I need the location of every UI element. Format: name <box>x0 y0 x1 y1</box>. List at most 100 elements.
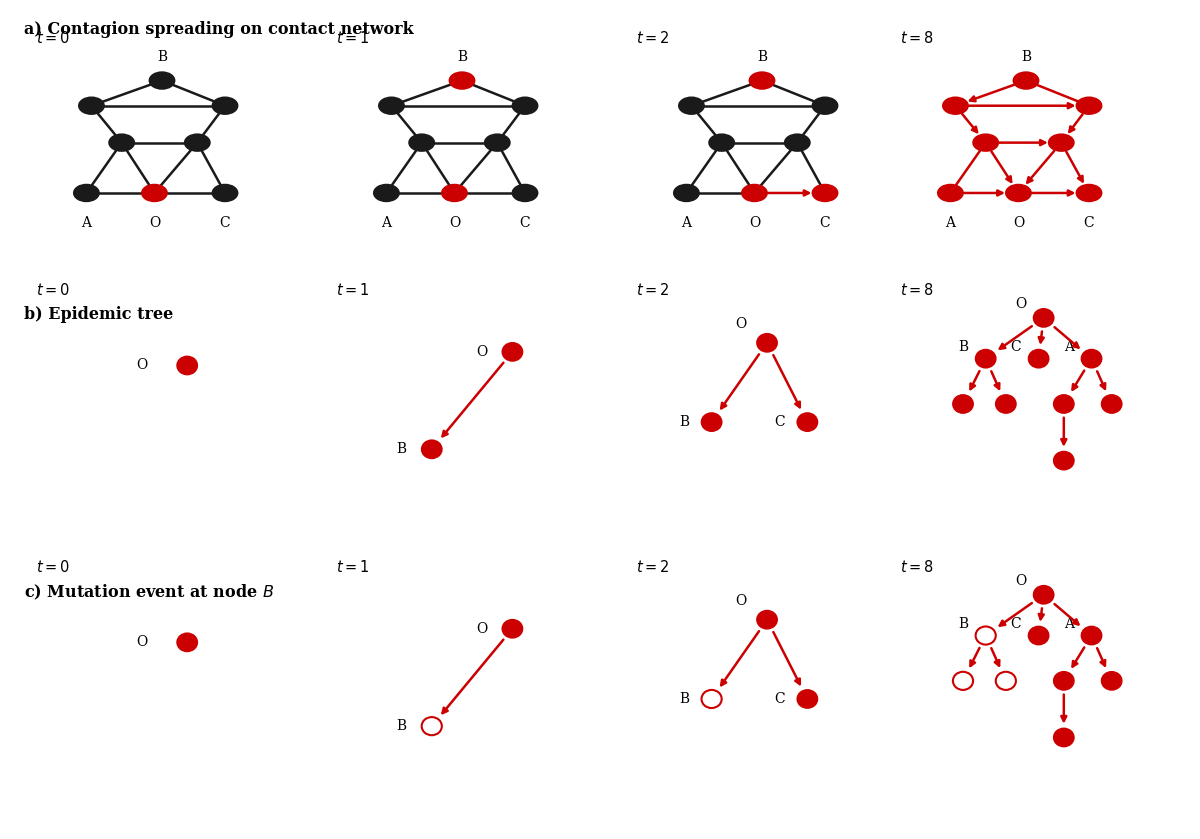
Text: A: A <box>1064 340 1074 354</box>
Text: $t = 8$: $t = 8$ <box>900 559 934 575</box>
Text: B: B <box>396 442 407 456</box>
Text: B: B <box>396 719 407 733</box>
Text: $t = 2$: $t = 2$ <box>636 30 670 46</box>
Text: O: O <box>736 594 746 608</box>
Circle shape <box>976 350 996 367</box>
Text: $t = 1$: $t = 1$ <box>336 559 370 575</box>
Text: $t = 0$: $t = 0$ <box>36 282 70 298</box>
Circle shape <box>702 413 721 431</box>
Text: $t = 1$: $t = 1$ <box>336 30 370 46</box>
Circle shape <box>1054 728 1074 747</box>
Circle shape <box>379 97 404 114</box>
Circle shape <box>1102 672 1122 690</box>
Text: a) Contagion spreading on contact network: a) Contagion spreading on contact networ… <box>24 21 414 38</box>
Circle shape <box>1028 350 1049 367</box>
Text: $t = 2$: $t = 2$ <box>636 559 670 575</box>
Text: A: A <box>682 216 691 231</box>
Circle shape <box>1033 309 1054 327</box>
Text: B: B <box>679 415 689 429</box>
Circle shape <box>1054 672 1074 690</box>
Circle shape <box>212 185 238 201</box>
Circle shape <box>109 134 134 151</box>
Text: $t = 8$: $t = 8$ <box>900 282 934 298</box>
Text: C: C <box>1010 340 1021 354</box>
Circle shape <box>1081 350 1102 367</box>
Circle shape <box>996 672 1016 690</box>
Text: O: O <box>137 635 148 649</box>
Circle shape <box>178 633 197 651</box>
Text: O: O <box>476 345 487 359</box>
Text: C: C <box>1010 617 1021 631</box>
Circle shape <box>74 185 98 201</box>
Circle shape <box>1102 395 1122 413</box>
Text: B: B <box>757 50 767 64</box>
Circle shape <box>797 690 817 708</box>
Text: C: C <box>820 216 830 231</box>
Circle shape <box>142 185 167 201</box>
Circle shape <box>785 134 810 151</box>
Circle shape <box>679 97 704 114</box>
Text: A: A <box>382 216 391 231</box>
Circle shape <box>1013 72 1038 89</box>
Text: C: C <box>520 216 530 231</box>
Text: O: O <box>137 358 148 373</box>
Circle shape <box>374 185 400 201</box>
Circle shape <box>421 717 442 735</box>
Text: O: O <box>149 216 160 231</box>
Circle shape <box>953 395 973 413</box>
Text: $t = 8$: $t = 8$ <box>900 30 934 46</box>
Circle shape <box>1076 185 1102 201</box>
Text: B: B <box>1021 50 1031 64</box>
Text: C: C <box>1084 216 1094 231</box>
Circle shape <box>757 611 778 628</box>
Circle shape <box>79 97 104 114</box>
Circle shape <box>702 690 721 708</box>
Circle shape <box>973 134 998 151</box>
Circle shape <box>1081 627 1102 644</box>
Text: O: O <box>1015 574 1026 588</box>
Text: O: O <box>1015 297 1026 311</box>
Text: B: B <box>958 340 968 354</box>
Circle shape <box>512 185 538 201</box>
Text: O: O <box>1013 216 1024 231</box>
Circle shape <box>953 672 973 690</box>
Circle shape <box>503 343 522 361</box>
Circle shape <box>1054 451 1074 470</box>
Circle shape <box>503 620 522 638</box>
Circle shape <box>1028 627 1049 644</box>
Text: A: A <box>1064 617 1074 631</box>
Circle shape <box>976 627 996 644</box>
Text: A: A <box>82 216 91 231</box>
Circle shape <box>1076 97 1102 114</box>
Circle shape <box>421 440 442 458</box>
Circle shape <box>449 72 475 89</box>
Text: $t = 0$: $t = 0$ <box>36 30 70 46</box>
Text: $t = 1$: $t = 1$ <box>336 282 370 298</box>
Circle shape <box>938 185 964 201</box>
Text: $t = 2$: $t = 2$ <box>636 282 670 298</box>
Text: B: B <box>157 50 167 64</box>
Text: B: B <box>679 692 689 706</box>
Circle shape <box>674 185 698 201</box>
Circle shape <box>1006 185 1031 201</box>
Circle shape <box>757 334 778 352</box>
Circle shape <box>178 357 197 374</box>
Circle shape <box>150 72 175 89</box>
Text: B: B <box>457 50 467 64</box>
Circle shape <box>409 134 434 151</box>
Circle shape <box>812 185 838 201</box>
Circle shape <box>485 134 510 151</box>
Text: $t = 0$: $t = 0$ <box>36 559 70 575</box>
Text: O: O <box>449 216 460 231</box>
Circle shape <box>1054 395 1074 413</box>
Circle shape <box>185 134 210 151</box>
Text: B: B <box>958 617 968 631</box>
Circle shape <box>442 185 467 201</box>
Text: A: A <box>946 216 955 231</box>
Text: C: C <box>774 692 785 706</box>
Circle shape <box>709 134 734 151</box>
Circle shape <box>1033 586 1054 604</box>
Text: C: C <box>220 216 230 231</box>
Circle shape <box>749 72 775 89</box>
Text: C: C <box>774 415 785 429</box>
